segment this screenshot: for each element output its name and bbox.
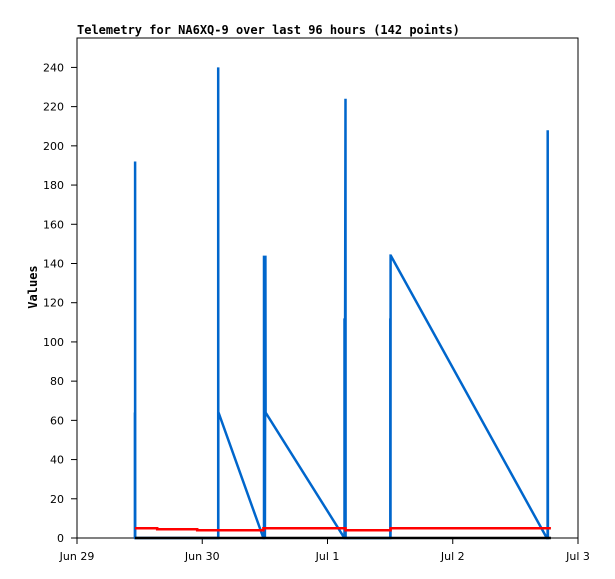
y-tick-label: 140 bbox=[43, 257, 64, 270]
plot-frame bbox=[76, 37, 579, 539]
y-tick-label: 220 bbox=[43, 101, 64, 114]
y-tick-label: 180 bbox=[43, 179, 64, 192]
y-tick-label: 60 bbox=[50, 414, 64, 427]
y-tick-label: 0 bbox=[57, 532, 64, 545]
y-tick-label: 80 bbox=[50, 375, 64, 388]
series-line-1 bbox=[134, 526, 551, 532]
x-tick-label: Jul 2 bbox=[440, 550, 465, 563]
x-tick-label: Jun 30 bbox=[184, 550, 220, 563]
series-line-0 bbox=[133, 67, 550, 540]
y-tick-label: 200 bbox=[43, 140, 64, 153]
y-tick-label: 20 bbox=[50, 493, 64, 506]
y-tick-label: 100 bbox=[43, 336, 64, 349]
x-tick-label: Jul 3 bbox=[565, 550, 590, 563]
x-tick-label: Jun 29 bbox=[59, 550, 95, 563]
y-tick-label: 240 bbox=[43, 61, 64, 74]
y-tick-label: 40 bbox=[50, 454, 64, 467]
y-tick-label: 120 bbox=[43, 297, 64, 310]
y-tick-label: 160 bbox=[43, 218, 64, 231]
x-tick-label: Jul 1 bbox=[315, 550, 340, 563]
chart-title: Telemetry for NA6XQ-9 over last 96 hours… bbox=[77, 23, 460, 37]
